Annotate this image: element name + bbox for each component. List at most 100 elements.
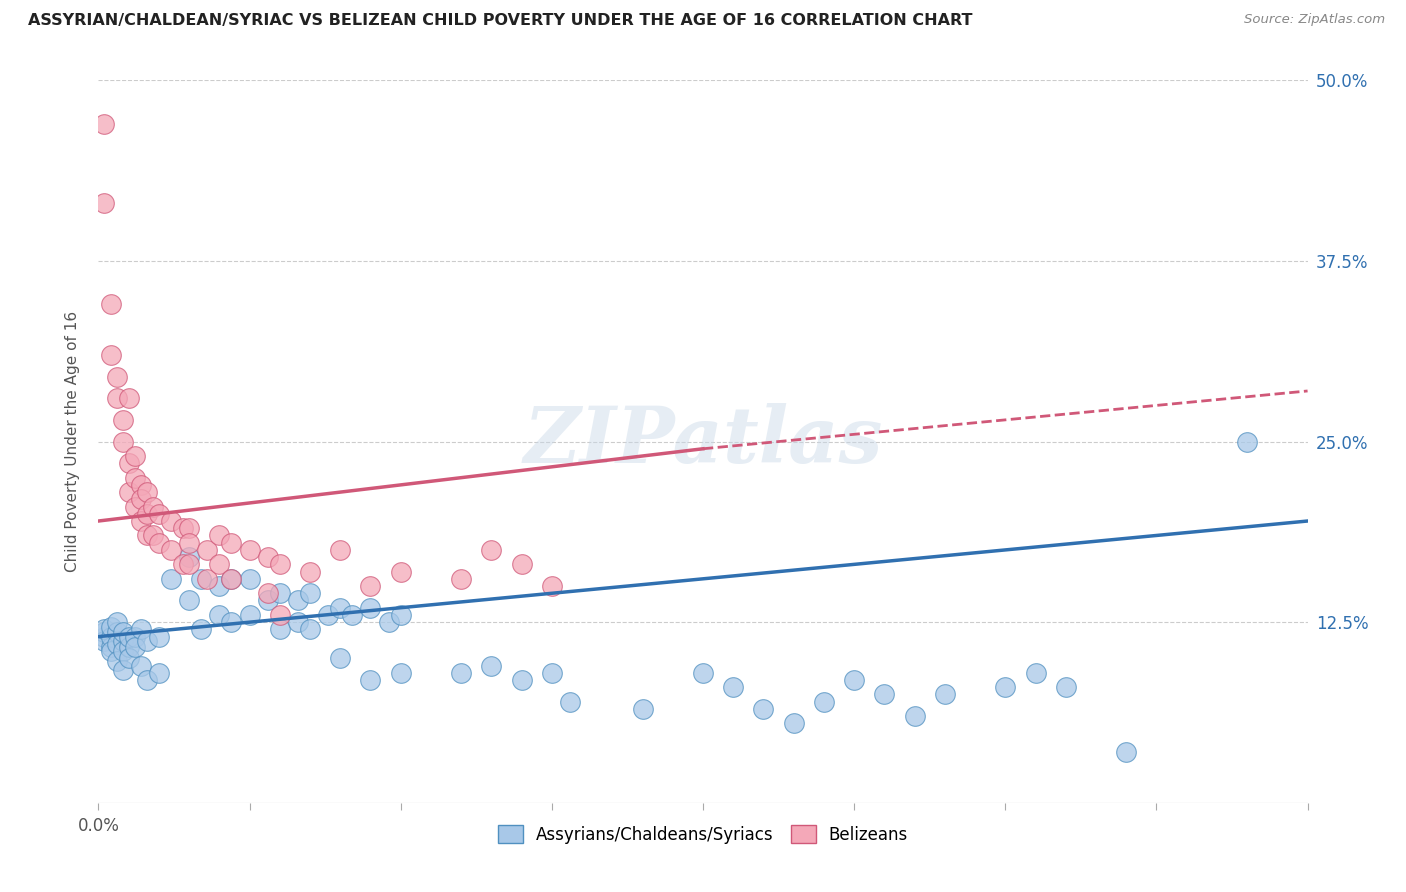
Point [118,640,141,654]
Point [105,615,128,630]
Point [135,528,157,542]
Point [450,572,472,586]
Point [124,449,146,463]
Point [118,485,141,500]
Point [105,654,128,668]
Point [129,478,152,492]
Text: ZIPatlas: ZIPatlas [523,403,883,480]
Point [135,634,157,648]
Point [135,507,157,521]
Point [100,619,122,633]
Point [129,623,152,637]
Point [389,665,412,680]
Point [239,607,262,622]
Point [129,658,152,673]
Text: ASSYRIAN/CHALDEAN/SYRIAC VS BELIZEAN CHILD POVERTY UNDER THE AGE OF 16 CORRELATI: ASSYRIAN/CHALDEAN/SYRIAC VS BELIZEAN CHI… [28,13,973,29]
Point [172,558,194,572]
Point [904,709,927,723]
Point [118,391,141,405]
Point [389,565,412,579]
Point [1024,665,1046,680]
Point [100,348,122,362]
Legend: Assyrians/Chaldeans/Syriacs, Belizeans: Assyrians/Chaldeans/Syriacs, Belizeans [489,817,917,852]
Point [111,644,134,658]
Point [299,586,322,600]
Point [450,665,472,680]
Point [148,630,170,644]
Point [481,542,503,557]
Point [148,507,170,521]
Point [540,665,562,680]
Point [256,586,278,600]
Point [100,644,122,658]
Y-axis label: Child Poverty Under the Age of 16: Child Poverty Under the Age of 16 [65,311,80,572]
Point [93,630,115,644]
Point [329,542,352,557]
Point [100,297,122,311]
Point [316,607,339,622]
Point [299,623,322,637]
Point [118,630,141,644]
Point [111,625,134,640]
Point [142,500,165,514]
Point [256,593,278,607]
Point [160,514,183,528]
Point [105,369,128,384]
Point [142,528,165,542]
Point [269,623,291,637]
Point [208,607,231,622]
Point [360,600,382,615]
Point [510,673,533,687]
Point [342,607,364,622]
Point [256,550,278,565]
Point [111,413,134,427]
Point [221,615,243,630]
Point [299,565,322,579]
Point [179,535,201,549]
Point [221,535,243,549]
Point [873,687,896,701]
Point [105,637,128,651]
Point [221,572,243,586]
Point [172,521,194,535]
Point [195,542,218,557]
Point [239,572,262,586]
Point [1115,745,1137,759]
Point [124,470,146,484]
Point [208,558,231,572]
Point [540,579,562,593]
Point [239,542,262,557]
Point [105,625,128,640]
Point [723,680,745,694]
Point [558,695,581,709]
Point [129,492,152,507]
Point [287,615,309,630]
Point [93,625,115,640]
Point [135,485,157,500]
Point [329,651,352,665]
Point [190,572,212,586]
Point [148,665,170,680]
Point [844,673,866,687]
Point [195,572,218,586]
Point [481,658,503,673]
Point [1054,680,1077,694]
Point [1236,434,1258,449]
Point [118,456,141,470]
Point [93,196,115,211]
Point [93,634,115,648]
Point [100,630,122,644]
Point [208,528,231,542]
Point [783,716,806,731]
Point [269,586,291,600]
Point [287,593,309,607]
Point [190,623,212,637]
Point [994,680,1017,694]
Point [111,634,134,648]
Point [111,434,134,449]
Point [93,117,115,131]
Point [377,615,399,630]
Point [118,651,141,665]
Point [329,600,352,615]
Point [111,663,134,677]
